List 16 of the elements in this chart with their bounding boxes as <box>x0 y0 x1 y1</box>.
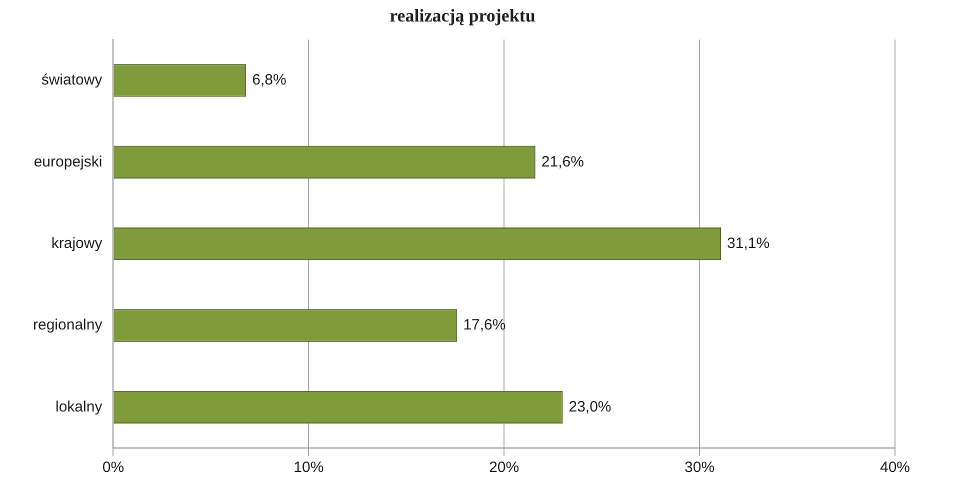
x-tick-label: 10% <box>294 459 324 476</box>
x-tick-label: 20% <box>489 459 520 476</box>
y-tick-label: światowy <box>41 72 103 89</box>
y-tick-label: krajowy <box>51 234 103 252</box>
x-tick-label: 0% <box>102 459 124 476</box>
data-label: 23,0% <box>568 398 612 416</box>
x-tick-label: 30% <box>684 459 715 476</box>
data-label: 6,8% <box>252 72 286 89</box>
y-tick-label: europejski <box>34 153 102 170</box>
data-label: 17,6% <box>463 316 506 334</box>
data-label: 31,1% <box>727 234 770 252</box>
y-tick-label: regionalny <box>32 316 103 334</box>
chart-title: realizacją projektu <box>390 5 536 26</box>
x-tick-label: 40% <box>880 459 910 476</box>
y-tick-label: lokalny <box>56 398 103 416</box>
data-label: 21,6% <box>541 153 584 170</box>
